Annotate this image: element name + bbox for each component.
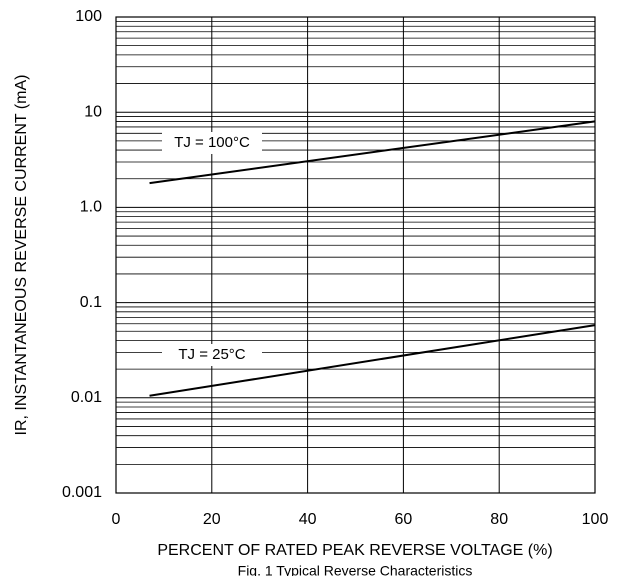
y-axis-title: IR, INSTANTANEOUS REVERSE CURRENT (mA) <box>13 75 30 436</box>
y-tick-label: 10 <box>84 103 102 120</box>
y-tick-label: 0.01 <box>71 389 102 406</box>
y-tick-label: 0.001 <box>62 484 102 501</box>
series-label: TJ = 100°C <box>174 134 250 151</box>
y-tick-label: 1.0 <box>80 199 102 216</box>
x-tick-label: 80 <box>490 511 508 528</box>
label-background <box>162 344 262 366</box>
caption: Fig. 1 Typical Reverse Characteristics <box>238 563 473 576</box>
x-tick-label: 100 <box>582 511 609 528</box>
x-tick-label: 0 <box>112 511 121 528</box>
line <box>149 324 596 397</box>
label-background <box>162 132 262 154</box>
x-tick-label: 20 <box>203 511 221 528</box>
x-tick-label: 60 <box>395 511 413 528</box>
x-tick-label: 40 <box>299 511 317 528</box>
line <box>149 120 596 185</box>
x-axis-title: PERCENT OF RATED PEAK REVERSE VOLTAGE (%… <box>157 542 552 559</box>
plot-frame <box>115 16 596 494</box>
y-tick-label: 100 <box>75 8 102 25</box>
series-label: TJ = 25°C <box>178 346 245 363</box>
y-tick-label: 0.1 <box>80 294 102 311</box>
